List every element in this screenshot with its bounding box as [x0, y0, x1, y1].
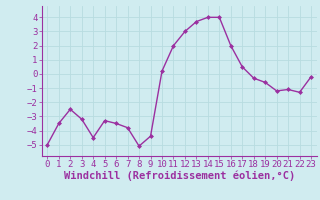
X-axis label: Windchill (Refroidissement éolien,°C): Windchill (Refroidissement éolien,°C) [64, 171, 295, 181]
